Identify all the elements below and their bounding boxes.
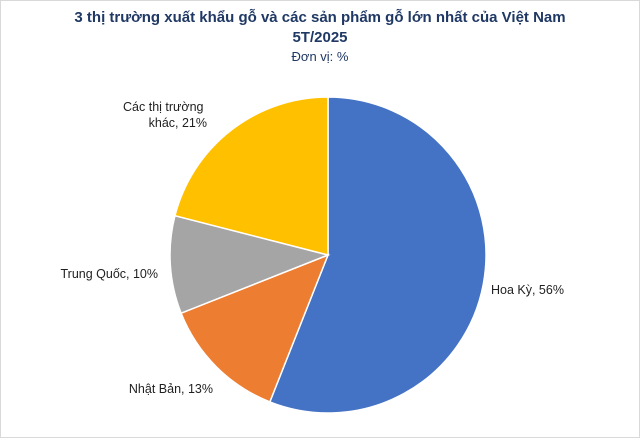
chart-subtitle: Đơn vị: % [291, 49, 349, 64]
data-label-cac-thi-truong-khac-line2: khác, 21% [149, 116, 207, 130]
data-label-cac-thi-truong-khac-line1: Các thị trường [123, 100, 204, 114]
pie-slice-nhat-ban [180, 253, 330, 403]
chart-title-line2: 5T/2025 [292, 29, 348, 46]
data-label-cac-thi-truong-khac: Các thị trường khác, 21% [123, 100, 207, 130]
pie-slice-hoa-ky [268, 96, 487, 414]
chart-title-line1: 3 thị trường xuất khẩu gỗ và các sản phẩ… [74, 9, 566, 26]
data-label-trung-quoc: Trung Quốc, 10% [60, 267, 158, 281]
data-label-nhat-ban: Nhật Bản, 13% [129, 382, 213, 396]
pie-slice-cac-thi-truong-khac [174, 96, 329, 256]
pie-slice-trung-quoc [169, 214, 331, 315]
data-label-hoa-ky: Hoa Kỳ, 56% [491, 283, 564, 297]
